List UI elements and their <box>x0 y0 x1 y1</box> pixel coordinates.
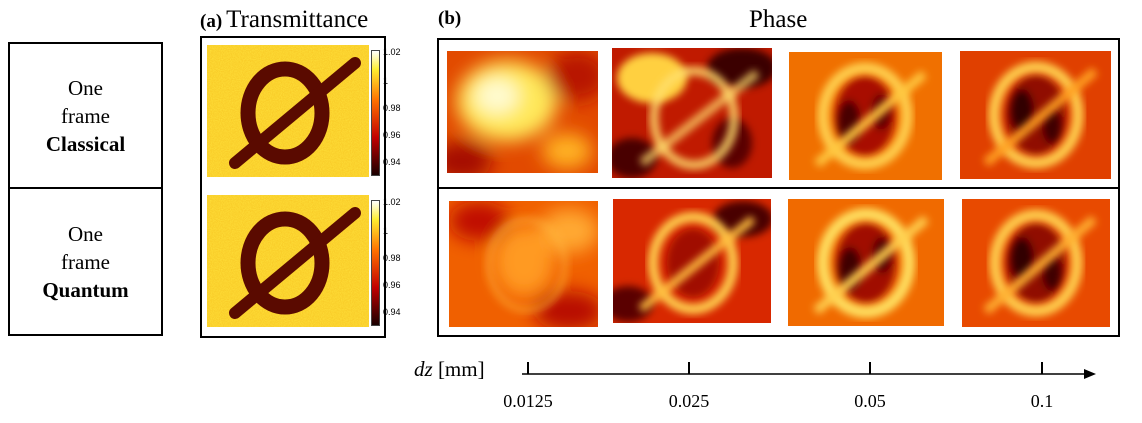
colorbar-quantum-tick-1: 1 <box>383 226 389 236</box>
colorbar-classical-tick-1: 1 <box>383 76 389 86</box>
phase-image-quantum-3 <box>962 199 1110 327</box>
dz-axis-arrowhead <box>1084 369 1096 379</box>
dz-axis-unit: [mm] <box>437 357 485 381</box>
colorbar-classical <box>371 50 380 176</box>
panel-b-divider <box>437 187 1120 189</box>
dz-tick-label-2: 0.05 <box>854 391 886 411</box>
panel-b-letter: (b) <box>438 8 462 29</box>
dz-tick-label-0: 0.0125 <box>503 391 553 411</box>
panel-a-letter: (a) <box>200 11 223 32</box>
colorbar-classical-tick-2: 0.98 <box>383 103 401 113</box>
row-label-classical-line2: frame <box>61 103 110 128</box>
row-label-quantum: One frame Quantum <box>8 187 163 336</box>
colorbar-classical-tick-0: 1.02 <box>383 47 401 57</box>
panel-a-frame <box>200 36 386 338</box>
panel-a-header: (a) Transmittance <box>200 6 368 34</box>
panel-a-title: Transmittance <box>226 6 369 33</box>
phase-image-classical-0 <box>447 51 598 173</box>
dz-axis <box>522 362 1096 379</box>
dz-axis-variable: dz <box>414 357 433 381</box>
phase-image-classical-3 <box>960 51 1111 179</box>
dz-tick-label-1: 0.025 <box>668 391 710 411</box>
colorbar-quantum <box>371 200 380 326</box>
phase-image-classical-1 <box>612 48 772 178</box>
colorbar-quantum-tick-2: 0.98 <box>383 253 401 263</box>
colorbar-classical-tick-4: 0.94 <box>383 157 401 167</box>
row-label-classical: One frame Classical <box>8 42 163 189</box>
row-label-quantum-line1: One <box>68 221 103 246</box>
phase-image-quantum-1 <box>613 199 771 323</box>
colorbar-quantum-tick-4: 0.94 <box>383 307 401 317</box>
transmittance-image-classical <box>207 45 369 177</box>
colorbar-quantum-tick-3: 0.96 <box>383 280 401 290</box>
phase-image-quantum-0 <box>449 201 598 327</box>
panel-b-title: Phase <box>749 6 808 33</box>
colorbar-quantum-tick-0: 1.02 <box>383 197 401 207</box>
phase-image-classical-2 <box>789 52 942 180</box>
row-label-quantum-line2: frame <box>61 249 110 274</box>
row-label-classical-line3: Classical <box>45 131 126 156</box>
phase-image-quantum-2 <box>788 199 944 326</box>
row-label-classical-line1: One <box>68 75 103 100</box>
colorbar-classical-tick-3: 0.96 <box>383 130 401 140</box>
transmittance-image-quantum <box>207 195 369 327</box>
row-label-quantum-line3: Quantum <box>42 277 129 302</box>
dz-tick-label-3: 0.1 <box>1030 391 1054 411</box>
dz-axis-label: dz [mm] <box>414 357 485 382</box>
